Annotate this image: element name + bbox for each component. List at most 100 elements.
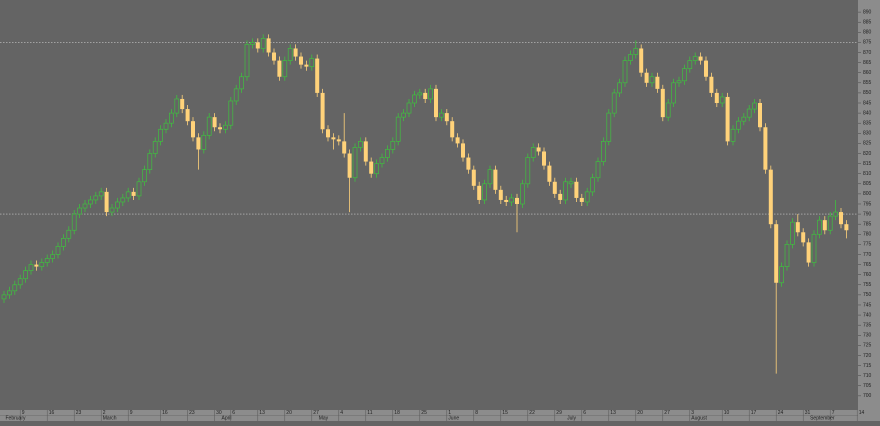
candle-body xyxy=(611,92,617,114)
candle-body xyxy=(71,213,77,231)
month-label: August xyxy=(691,416,707,421)
candle-body xyxy=(649,76,655,84)
y-tick-label: 855 xyxy=(863,80,872,86)
candle-body xyxy=(374,163,379,175)
x-tick-label: 9 xyxy=(130,410,133,416)
x-tick-label: 20 xyxy=(637,410,643,416)
y-tick-label: 735 xyxy=(863,323,872,329)
candle-body xyxy=(169,112,174,124)
x-tick-label: 7 xyxy=(832,410,835,416)
x-tick-label: 25 xyxy=(421,410,427,416)
candle-body xyxy=(17,278,23,286)
candle-body xyxy=(136,181,142,197)
y-tick-label: 825 xyxy=(863,141,872,147)
candle-body xyxy=(390,141,396,150)
candle-body xyxy=(833,211,838,217)
candle-body xyxy=(509,197,514,203)
candle-body xyxy=(471,169,476,186)
candle-body xyxy=(774,224,779,283)
x-tick-label: 1 xyxy=(448,410,451,416)
y-tick-label: 755 xyxy=(863,282,872,288)
candle-body xyxy=(358,141,363,148)
y-tick-label: 760 xyxy=(863,272,872,278)
candle-body xyxy=(174,98,180,114)
x-tick-label: 24 xyxy=(778,410,784,416)
candle-body xyxy=(498,189,503,200)
candle-body xyxy=(1,294,7,300)
x-tick-label: 3 xyxy=(691,410,694,416)
candle-body xyxy=(331,137,336,140)
candle-body xyxy=(347,153,352,178)
candle-body xyxy=(309,58,315,68)
y-tick-label: 840 xyxy=(863,110,872,116)
month-label: September xyxy=(810,416,835,421)
candle-body xyxy=(131,191,136,196)
candle-body xyxy=(66,229,72,239)
candle-body xyxy=(255,42,260,49)
candle-body xyxy=(250,42,255,45)
candle-body xyxy=(639,48,644,73)
candle-body xyxy=(223,124,228,130)
candle-body xyxy=(671,82,676,104)
candle-body xyxy=(839,212,843,225)
x-tick-label: 6 xyxy=(232,410,235,416)
candle-body xyxy=(552,181,557,194)
candle-body xyxy=(790,221,795,245)
candle-body xyxy=(61,237,66,247)
candle-body xyxy=(82,203,88,209)
candle-body xyxy=(401,112,406,118)
candle-body xyxy=(779,266,784,284)
candle-body xyxy=(725,96,730,142)
y-tick-label: 880 xyxy=(863,30,872,36)
x-tick-label: 20 xyxy=(286,410,292,416)
candle-body xyxy=(293,48,298,57)
candle-body xyxy=(320,92,325,130)
x-tick-label: 22 xyxy=(529,410,535,416)
y-tick-label: 870 xyxy=(863,50,872,56)
candle-body xyxy=(520,183,525,205)
x-tick-label: 27 xyxy=(664,410,670,416)
candle-body xyxy=(28,264,34,271)
candle-body xyxy=(568,181,574,185)
candle-body xyxy=(806,242,811,263)
candle-body xyxy=(482,183,487,201)
plot-area xyxy=(0,0,858,410)
y-tick-label: 730 xyxy=(863,333,872,339)
candle-body xyxy=(44,258,50,263)
candle-body xyxy=(547,165,552,182)
candle-body xyxy=(795,222,800,233)
candle-body xyxy=(590,177,595,193)
month-label: March xyxy=(103,416,117,421)
candle-body xyxy=(191,121,195,138)
candle-body xyxy=(34,264,39,267)
candle-body xyxy=(12,284,18,292)
x-tick-label: 29 xyxy=(556,410,562,416)
candle-body xyxy=(434,88,438,118)
candle-body xyxy=(574,181,579,198)
candle-body xyxy=(120,197,126,203)
candle-body xyxy=(709,76,714,93)
candle-body xyxy=(584,191,590,203)
candle-body xyxy=(763,127,768,170)
candle-body xyxy=(487,169,493,185)
x-tick-label: 11 xyxy=(367,410,372,416)
candle-body xyxy=(7,290,12,296)
x-tick-label: 31 xyxy=(805,410,811,416)
candle-body xyxy=(558,193,563,200)
y-tick-label: 745 xyxy=(863,302,872,308)
month-label: June xyxy=(448,416,459,421)
candle-body xyxy=(299,56,303,65)
candle-body xyxy=(212,117,217,128)
candle-body xyxy=(633,48,639,55)
candle-body xyxy=(109,207,115,213)
candle-body xyxy=(23,270,28,280)
candle-body xyxy=(660,88,665,118)
y-tick-label: 780 xyxy=(863,232,872,238)
candle-body xyxy=(163,122,169,130)
y-tick-label: 740 xyxy=(863,312,872,318)
y-tick-label: 835 xyxy=(863,121,872,127)
x-tick-label: 16 xyxy=(49,410,55,416)
candle-body xyxy=(455,137,460,144)
month-label: May xyxy=(319,416,329,421)
y-tick-label: 775 xyxy=(863,242,872,248)
